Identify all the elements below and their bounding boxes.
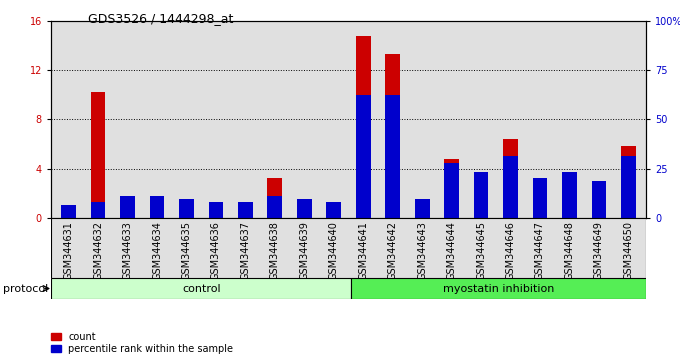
- Bar: [592, 181, 607, 218]
- Bar: [267, 178, 282, 218]
- Bar: [267, 196, 282, 218]
- Bar: [415, 212, 430, 218]
- Bar: [326, 215, 341, 218]
- Bar: [209, 202, 223, 218]
- Bar: [386, 95, 400, 218]
- Bar: [326, 202, 341, 218]
- Bar: [592, 199, 607, 218]
- Text: GSM344642: GSM344642: [388, 221, 398, 280]
- Text: GSM344640: GSM344640: [328, 221, 339, 280]
- Bar: [532, 178, 547, 218]
- Text: GSM344646: GSM344646: [505, 221, 515, 280]
- Bar: [90, 202, 105, 218]
- Bar: [474, 193, 488, 218]
- Bar: [238, 214, 253, 218]
- Text: GSM344631: GSM344631: [64, 221, 73, 280]
- Text: GDS3526 / 1444298_at: GDS3526 / 1444298_at: [88, 12, 234, 25]
- Bar: [179, 199, 194, 218]
- Text: GSM344648: GSM344648: [564, 221, 575, 280]
- Bar: [90, 92, 105, 218]
- Text: GSM344637: GSM344637: [241, 221, 250, 280]
- Bar: [120, 217, 135, 218]
- Text: GSM344635: GSM344635: [182, 221, 192, 280]
- Text: GSM344639: GSM344639: [299, 221, 309, 280]
- Text: GSM344632: GSM344632: [93, 221, 103, 280]
- Bar: [61, 216, 76, 218]
- Text: GSM344634: GSM344634: [152, 221, 162, 280]
- Bar: [444, 162, 459, 218]
- Bar: [352, 278, 646, 299]
- Bar: [621, 156, 636, 218]
- Bar: [297, 208, 311, 218]
- Bar: [238, 202, 253, 218]
- Bar: [386, 55, 400, 218]
- Text: GSM344649: GSM344649: [594, 221, 604, 280]
- Text: GSM344650: GSM344650: [624, 221, 633, 280]
- Text: GSM344644: GSM344644: [447, 221, 456, 280]
- Bar: [51, 218, 646, 278]
- Bar: [179, 212, 194, 218]
- Bar: [532, 198, 547, 218]
- Bar: [562, 172, 577, 218]
- Text: control: control: [182, 284, 220, 293]
- Legend: count, percentile rank within the sample: count, percentile rank within the sample: [51, 332, 233, 354]
- Bar: [503, 139, 518, 218]
- Bar: [415, 199, 430, 218]
- Bar: [356, 95, 371, 218]
- Bar: [209, 215, 223, 218]
- Text: GSM344647: GSM344647: [535, 221, 545, 280]
- Text: GSM344633: GSM344633: [122, 221, 133, 280]
- Text: GSM344643: GSM344643: [417, 221, 427, 280]
- Bar: [150, 196, 165, 218]
- Text: protocol: protocol: [3, 284, 49, 294]
- Text: myostatin inhibition: myostatin inhibition: [443, 284, 554, 293]
- Bar: [503, 156, 518, 218]
- Bar: [150, 212, 165, 218]
- Text: GSM344638: GSM344638: [270, 221, 280, 280]
- Bar: [562, 172, 577, 218]
- Bar: [297, 199, 311, 218]
- Bar: [621, 147, 636, 218]
- Bar: [444, 159, 459, 218]
- Bar: [61, 205, 76, 218]
- Text: GSM344641: GSM344641: [358, 221, 369, 280]
- Text: GSM344645: GSM344645: [476, 221, 486, 280]
- Text: GSM344636: GSM344636: [211, 221, 221, 280]
- Bar: [51, 278, 352, 299]
- Bar: [120, 196, 135, 218]
- Bar: [356, 36, 371, 218]
- Bar: [474, 172, 488, 218]
